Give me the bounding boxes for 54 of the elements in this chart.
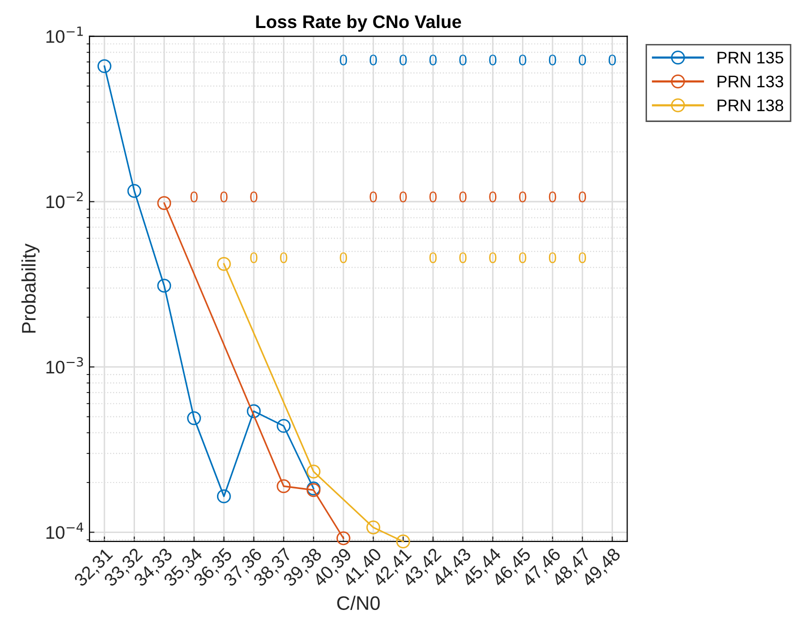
text: 0 [340,54,348,66]
point [216,489,231,504]
text: 0 [548,54,556,66]
legend-label: PRN 135 [718,52,784,64]
y-tick-label: 10$^{−4}$ [46,522,84,539]
text: 0 [340,252,348,264]
point [246,404,261,418]
text: 0 [459,192,467,202]
point [276,479,291,494]
point [366,520,380,534]
point [127,184,142,198]
text: 0 [250,192,258,202]
text: 0 [370,54,377,66]
point [216,256,231,271]
text: 0 [489,192,496,202]
legend-label: PRN 138 [718,99,784,112]
text: 0 [190,192,198,202]
text: 0 [578,192,586,202]
point [157,278,172,293]
text: 0 [578,54,586,66]
y-axis-title: Probability [21,244,40,333]
text: 0 [578,252,586,264]
text: 0 [459,54,467,66]
text: 0 [489,252,496,264]
y-tick-label: 10$^{−3}$ [46,357,83,374]
text: 0 [548,252,556,264]
x-axis-title: C/N0 [337,596,380,610]
text: 0 [280,252,288,264]
point [306,464,320,478]
text: 0 [519,54,526,66]
legend-label: PRN 133 [718,76,784,88]
text: 0 [370,192,377,202]
text: 0 [548,192,556,202]
point [187,411,201,426]
y-tick-label: 10$^{−2}$ [46,192,83,208]
text: 0 [250,252,258,264]
y-tick-label: 10$^{−1}$ [46,26,83,43]
text: 0 [400,54,407,66]
text: 0 [519,192,526,202]
point [396,534,410,548]
text: 0 [608,54,616,66]
point [97,59,112,74]
chart-title: Loss Rate by CNo Value [256,14,462,32]
text: 0 [220,192,228,202]
text: 0 [400,192,407,202]
point [276,418,291,433]
text: 0 [429,54,437,66]
text: 0 [429,192,437,202]
point [157,196,172,210]
text: 0 [519,252,526,264]
text: 0 [459,252,467,264]
text: 0 [489,54,496,66]
text: 0 [429,252,437,264]
point [336,531,350,546]
